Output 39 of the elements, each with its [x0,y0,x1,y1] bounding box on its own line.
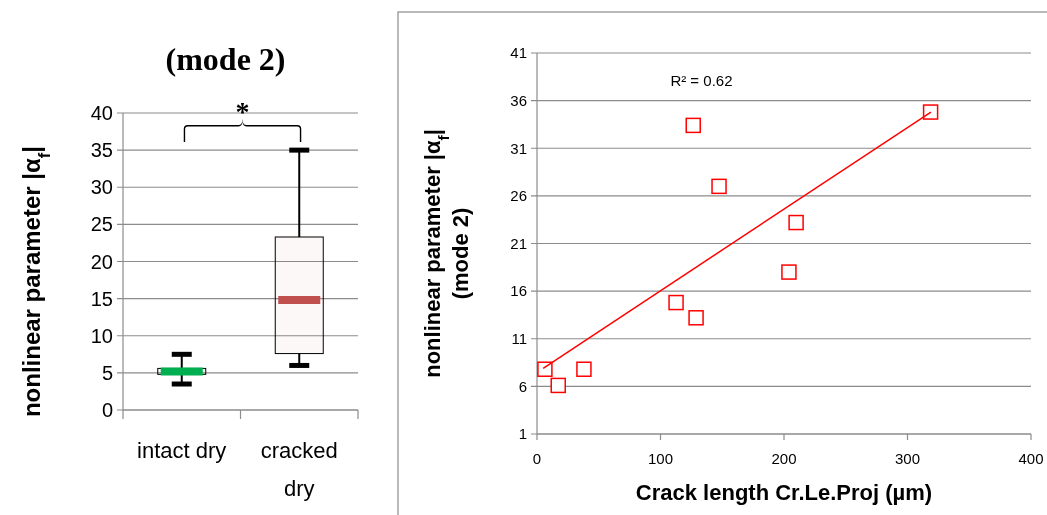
x-tick-label: 300 [894,450,921,467]
point [788,214,804,231]
y-tick-label: 15 [90,287,113,310]
y-tick-label: 30 [90,176,113,199]
y-tick-label: 11 [511,330,527,347]
y-tick-label: 16 [510,282,527,300]
x-tick-label: 200 [771,450,797,467]
y-tick-label: 21 [510,234,527,252]
point [550,377,566,394]
y-tick-label: 5 [101,361,113,384]
point [668,294,684,311]
x-tick-label: intact dry [137,438,227,463]
y-tick-label: 20 [90,250,113,273]
annotation: R² = 0.62 [670,72,733,89]
y-tick-label: 36 [510,91,527,109]
point [922,104,939,120]
y-tick-label: 35 [90,139,113,162]
y-tick-label: 0 [101,399,113,421]
y-tick-label: 31 [510,139,527,157]
point [711,178,727,195]
chart-title: (mode 2) [165,41,286,77]
point [537,361,553,377]
y-tick-label: 6 [518,377,527,395]
x-tick-label: 400 [1018,450,1044,467]
point [781,264,797,280]
y-tick-label: 25 [90,213,113,236]
x-tick-label: 100 [647,450,674,467]
x-tick-label: cracked dry [260,438,338,501]
x-axis-title: Crack length Cr.Le.Proj (µm) [635,480,933,505]
x-tick-label: 0 [532,450,542,467]
y-tick-label: 41 [510,44,527,62]
annotation: * [235,96,250,127]
point [685,117,701,134]
y-tick-label: 26 [510,187,527,205]
y-tick-label: 1 [518,425,527,443]
y-tick-label: 10 [90,324,113,347]
point [576,361,592,377]
y-tick-label: 40 [90,102,113,124]
point [688,310,704,326]
